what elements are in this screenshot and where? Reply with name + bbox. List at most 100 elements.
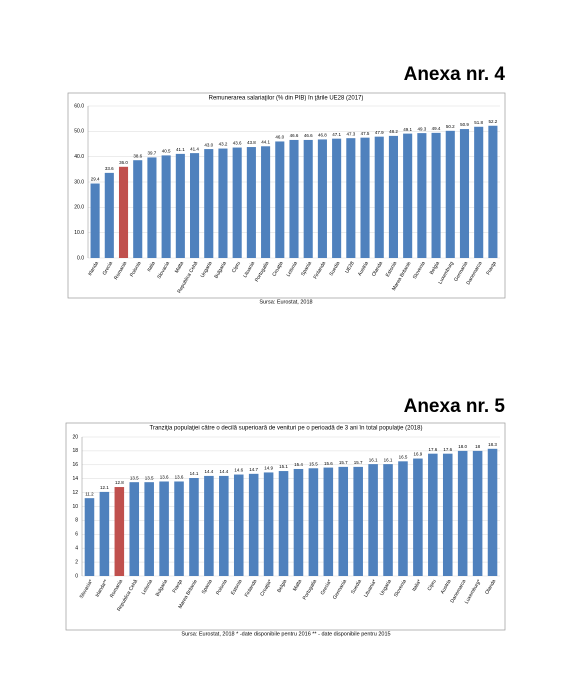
value-label: 14.7: [249, 467, 258, 472]
value-label: 16.1: [384, 457, 393, 462]
bar: [204, 149, 214, 258]
value-label: 49.1: [403, 127, 412, 132]
bar: [346, 138, 356, 258]
value-label: 33.6: [105, 166, 114, 171]
value-label: 16.9: [414, 452, 423, 457]
x-tick-label: Letonia: [141, 578, 155, 595]
x-tick-label: Malta: [292, 578, 303, 592]
bar: [303, 139, 313, 258]
value-label: 46.6: [290, 133, 299, 138]
bar: [133, 160, 143, 258]
annex-heading: Anexa nr. 4: [404, 64, 506, 85]
bar: [84, 498, 95, 576]
bar: [487, 448, 498, 576]
x-tick-label: Estonia: [385, 260, 399, 278]
value-label: 29.4: [91, 177, 100, 182]
x-tick-label: Bulgaria: [155, 578, 169, 597]
value-label: 41.1: [176, 147, 185, 152]
bar: [161, 155, 171, 258]
value-label: 13.5: [145, 475, 154, 480]
value-label: 13.5: [130, 475, 139, 480]
x-tick-label: Letonia: [285, 260, 299, 277]
value-label: 43.2: [219, 142, 228, 147]
bar: [293, 468, 304, 576]
value-label: 17.6: [443, 447, 452, 452]
value-label: 47.3: [346, 131, 355, 136]
value-label: 12.8: [115, 480, 124, 485]
x-tick-label: Suedia: [350, 578, 363, 595]
value-label: 14.9: [264, 466, 273, 471]
value-label: 16.5: [399, 455, 408, 460]
value-label: 44.1: [261, 139, 270, 144]
x-tick-label: Ungaria: [379, 578, 393, 596]
x-tick-label: Croaţia*: [259, 579, 273, 598]
annex-heading: Anexa nr. 5: [404, 396, 506, 417]
value-label: 17.6: [428, 447, 437, 452]
bar: [474, 126, 484, 258]
value-label: 46.6: [304, 133, 313, 138]
x-tick-label: Finlanda: [244, 578, 259, 598]
bar: [174, 481, 184, 576]
bar: [218, 148, 228, 258]
bar: [383, 464, 393, 576]
x-tick-label: Malta: [174, 260, 185, 274]
value-label: 15.5: [309, 461, 318, 466]
bar: [413, 458, 423, 576]
bar: [190, 153, 200, 258]
bar: [431, 132, 441, 258]
bar: [428, 453, 438, 576]
value-label: 14.1: [190, 471, 199, 476]
y-tick-label: 18: [72, 448, 78, 454]
x-tick-label: Franţa: [171, 578, 184, 594]
x-tick-label: Franţa: [485, 260, 498, 276]
bar: [246, 147, 256, 258]
bar: [99, 491, 110, 576]
x-tick-label: Polonia: [129, 260, 143, 278]
value-label: 52.2: [489, 119, 498, 124]
bar: [338, 466, 349, 576]
value-label: 39.7: [148, 151, 157, 156]
x-tick-label: Olanda: [484, 578, 497, 595]
bar: [175, 153, 185, 258]
value-label: 15.6: [324, 461, 333, 466]
chart-title: Remunerarea salariaţilor (% din PIB) în …: [209, 96, 364, 102]
value-label: 15.4: [294, 462, 303, 467]
bar: [232, 147, 242, 258]
value-label: 43.0: [204, 142, 213, 147]
x-tick-label: Portugalia: [302, 578, 319, 601]
bar: [275, 141, 285, 258]
bar: [204, 475, 214, 576]
value-label: 51.8: [474, 120, 483, 125]
bar: [459, 129, 470, 258]
x-tick-label: Slovenia: [393, 578, 408, 598]
value-label: 50.9: [460, 122, 469, 127]
bar: [289, 139, 299, 258]
value-label: 48.2: [389, 129, 398, 134]
value-label: 16.1: [369, 457, 378, 462]
y-tick-label: 8: [75, 518, 78, 524]
value-label: 46.8: [318, 133, 327, 138]
value-label: 15.1: [279, 464, 288, 469]
x-tick-label: Suedia: [329, 260, 342, 277]
x-tick-label: Cipru: [427, 578, 438, 592]
bar: [323, 467, 334, 576]
x-tick-label: Italia: [146, 260, 157, 272]
value-label: 49.3: [417, 126, 426, 131]
y-tick-label: 10: [72, 504, 78, 510]
value-label: 15.7: [339, 460, 348, 465]
bar: [147, 157, 157, 258]
x-tick-label: UE28: [344, 260, 356, 274]
value-label: 49.4: [432, 126, 441, 131]
x-tick-label: Grecia: [102, 260, 115, 276]
bar: [219, 475, 229, 576]
chart-frame: [67, 92, 506, 299]
bar: [417, 133, 427, 258]
y-tick-label: 6: [75, 532, 78, 538]
value-label: 18: [475, 444, 481, 449]
y-tick-label: 2: [75, 559, 78, 565]
source: Sursa: Eurostat, 2018 * -date disponibil…: [181, 631, 390, 637]
bar: [317, 139, 327, 258]
x-tick-label: Finlanda: [313, 260, 328, 280]
bar: [189, 478, 199, 576]
